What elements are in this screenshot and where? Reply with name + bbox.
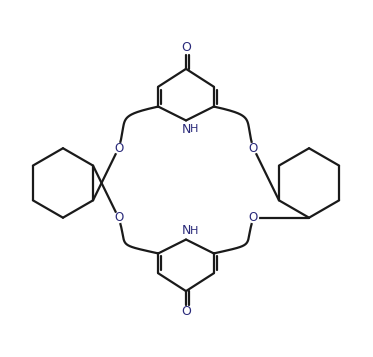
Circle shape <box>113 143 123 153</box>
Text: N: N <box>181 224 191 237</box>
Text: H: H <box>190 124 198 134</box>
Text: O: O <box>181 41 191 54</box>
Circle shape <box>248 213 258 223</box>
Circle shape <box>113 213 123 223</box>
Text: O: O <box>181 306 191 318</box>
Text: H: H <box>190 226 198 236</box>
Text: O: O <box>249 211 258 224</box>
Text: O: O <box>114 211 123 224</box>
Text: N: N <box>181 123 191 136</box>
Text: O: O <box>114 142 123 155</box>
Text: O: O <box>249 142 258 155</box>
Circle shape <box>248 143 258 153</box>
